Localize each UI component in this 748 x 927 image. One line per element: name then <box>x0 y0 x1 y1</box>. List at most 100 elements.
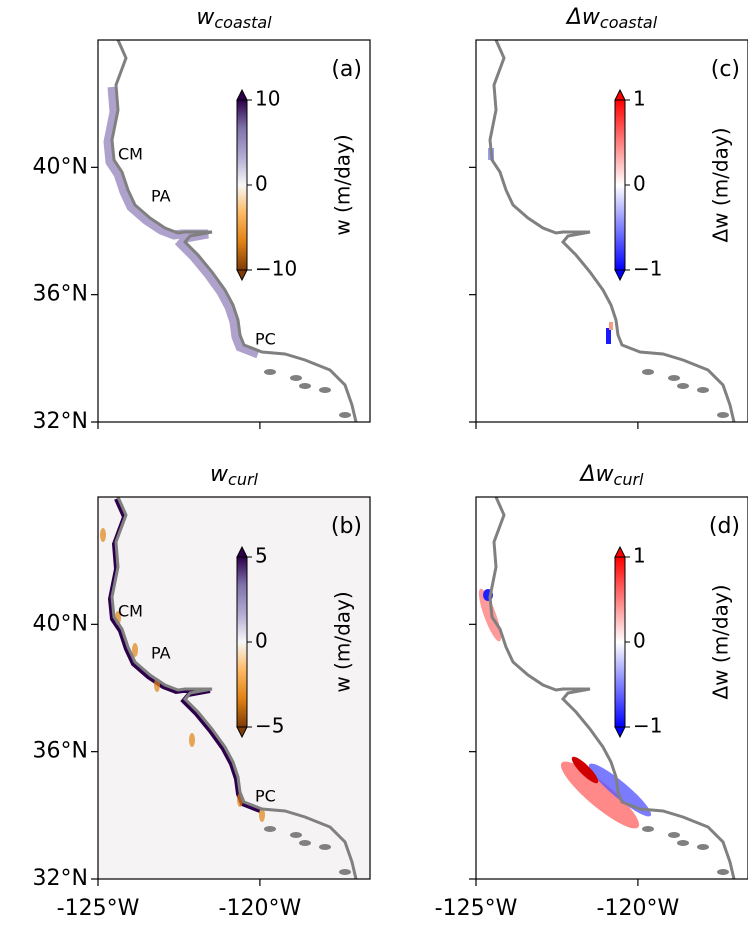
upwelling-spot <box>132 643 138 657</box>
colorbar-extend <box>614 545 626 558</box>
island <box>717 412 729 418</box>
x-tick-label: -125°W <box>435 896 518 921</box>
panel-label: (b) <box>331 514 362 539</box>
island <box>299 383 311 389</box>
map-field <box>103 39 358 423</box>
colorbar <box>236 556 248 728</box>
colorbar-tick-label: 0 <box>633 629 646 653</box>
colorbar-tick-label: 5 <box>255 544 268 568</box>
coastline <box>110 39 358 423</box>
coastline <box>488 496 736 880</box>
y-tick-label: 32°N <box>33 866 88 891</box>
anomaly <box>478 588 502 642</box>
title-symbol: w <box>196 5 215 30</box>
panel-title: wcurl <box>210 462 259 489</box>
colorbar-tick-label: 10 <box>255 87 280 111</box>
anomaly <box>588 763 652 817</box>
title-symbol: Δw <box>578 462 614 487</box>
title-subscript: coastal <box>600 13 658 32</box>
colorbar-tick-label: 1 <box>633 544 646 568</box>
map-field <box>98 496 370 880</box>
title-subscript: curl <box>614 470 645 489</box>
island <box>642 826 654 832</box>
title-subscript: curl <box>228 470 259 489</box>
site-label: PA <box>151 187 171 206</box>
map-field <box>478 496 736 880</box>
panel-label: (c) <box>711 57 740 82</box>
island <box>264 826 276 832</box>
site-label: PA <box>151 644 171 663</box>
island <box>677 840 689 846</box>
y-tick-label: 32°N <box>33 409 88 434</box>
colorbar-tick-label: −10 <box>255 257 297 281</box>
anomaly <box>560 761 640 829</box>
panel-title: Δwcurl <box>578 462 644 489</box>
island <box>264 369 276 375</box>
x-tick-label: -120°W <box>597 896 680 921</box>
axes-frame <box>475 39 748 423</box>
island <box>668 375 680 381</box>
colorbar-extend <box>236 88 248 101</box>
y-tick-label: 36°N <box>33 282 88 307</box>
upwelling-spot <box>259 808 265 822</box>
panel-label: (a) <box>331 57 362 82</box>
axes-frame <box>97 39 371 423</box>
colorbar-label: Δw (m/day) <box>709 127 733 242</box>
upwelling-spot <box>100 528 106 542</box>
colorbar <box>236 99 248 271</box>
upwelling-spot <box>189 733 195 747</box>
island <box>697 844 709 850</box>
colorbar-tick-label: 0 <box>255 629 268 653</box>
colorbar <box>614 556 626 728</box>
coastline <box>488 39 736 423</box>
colorbar-extend <box>236 545 248 558</box>
island <box>339 412 351 418</box>
title-symbol: w <box>210 462 229 487</box>
colorbar-tick-label: 0 <box>633 172 646 196</box>
colorbar-tick-label: 0 <box>255 172 268 196</box>
coastline <box>110 496 358 880</box>
island <box>319 387 331 393</box>
x-tick-label: -125°W <box>57 896 140 921</box>
anomaly <box>606 328 611 344</box>
y-tick-label: 36°N <box>33 739 88 764</box>
title-subscript: coastal <box>214 13 272 32</box>
anomaly <box>609 322 613 330</box>
axes-frame <box>97 496 371 880</box>
title-symbol: Δw <box>565 5 601 30</box>
island <box>290 832 302 838</box>
x-tick-label: -120°W <box>219 896 302 921</box>
island <box>668 832 680 838</box>
colorbar-extend <box>614 269 626 282</box>
y-tick-label: 40°N <box>33 154 88 179</box>
colorbar-tick-label: −1 <box>633 257 662 281</box>
site-label: PC <box>255 330 276 349</box>
island <box>677 383 689 389</box>
site-label: PC <box>255 787 276 806</box>
colorbar-tick-label: −5 <box>255 714 284 738</box>
colorbar-tick-label: 1 <box>633 87 646 111</box>
panel-title: Δwcoastal <box>565 5 658 32</box>
colorbar <box>614 99 626 271</box>
axes-frame <box>475 496 748 880</box>
island <box>299 840 311 846</box>
colorbar-label: w (m/day) <box>331 134 355 235</box>
anomaly <box>571 756 599 784</box>
panel-title: wcoastal <box>196 5 272 32</box>
island <box>642 369 654 375</box>
field-bg <box>98 497 370 879</box>
site-label: CM <box>118 145 143 164</box>
panel-label: (d) <box>709 514 740 539</box>
colorbar-label: Δw (m/day) <box>709 584 733 699</box>
colorbar-extend <box>614 88 626 101</box>
colorbar-extend <box>236 269 248 282</box>
site-label: CM <box>118 602 143 621</box>
colorbar-tick-label: −1 <box>633 714 662 738</box>
island <box>339 869 351 875</box>
island <box>319 844 331 850</box>
coastal-band <box>107 498 261 813</box>
map-field <box>488 39 736 423</box>
colorbar-extend <box>614 726 626 739</box>
